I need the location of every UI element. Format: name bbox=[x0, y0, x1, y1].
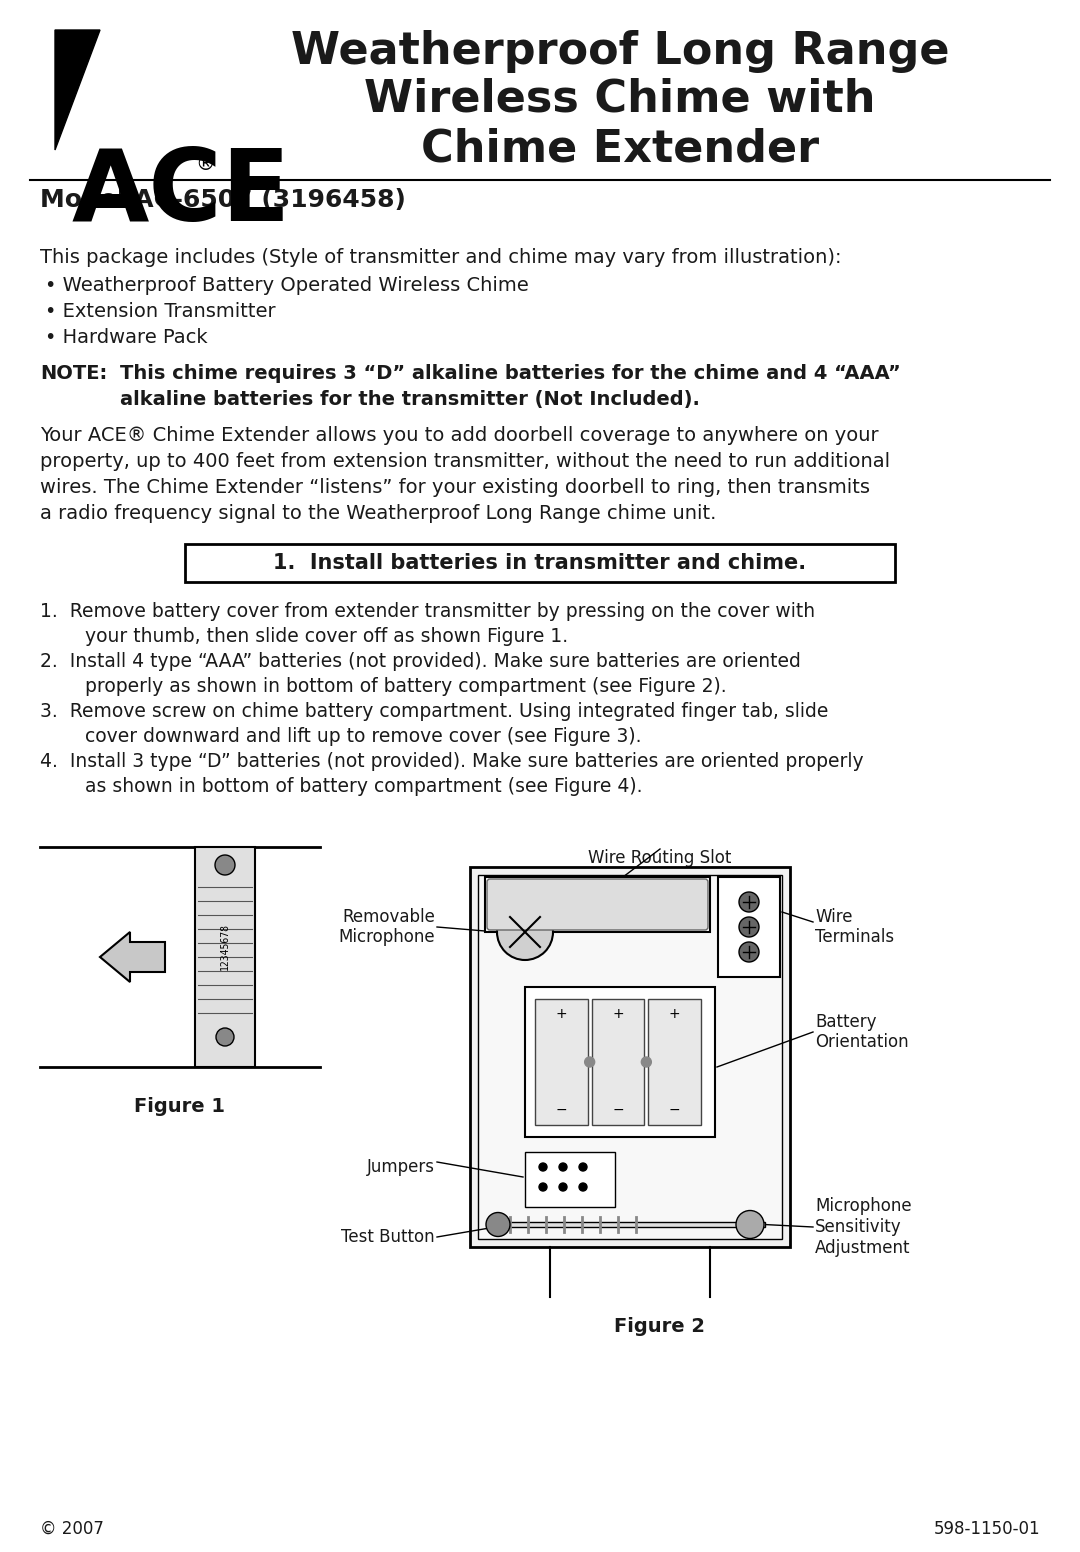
Text: −: − bbox=[669, 1103, 680, 1117]
Bar bbox=[525, 1152, 615, 1207]
Text: cover downward and lift up to remove cover (see Figure 3).: cover downward and lift up to remove cov… bbox=[55, 726, 642, 747]
Circle shape bbox=[486, 1212, 510, 1237]
Text: Wire
Terminals: Wire Terminals bbox=[815, 908, 894, 947]
Circle shape bbox=[216, 1027, 234, 1046]
Bar bbox=[478, 875, 782, 1238]
Circle shape bbox=[497, 903, 553, 961]
Text: Wire Routing Slot: Wire Routing Slot bbox=[589, 849, 731, 868]
Text: Weatherproof Long Range: Weatherproof Long Range bbox=[291, 29, 949, 73]
Circle shape bbox=[539, 1162, 546, 1172]
Text: © 2007: © 2007 bbox=[40, 1519, 104, 1538]
Circle shape bbox=[735, 1211, 764, 1238]
Text: • Extension Transmitter: • Extension Transmitter bbox=[45, 303, 275, 321]
Text: as shown in bottom of battery compartment (see Figure 4).: as shown in bottom of battery compartmen… bbox=[55, 778, 643, 796]
Text: properly as shown in bottom of battery compartment (see Figure 2).: properly as shown in bottom of battery c… bbox=[55, 677, 727, 695]
Bar bbox=[525, 987, 715, 1138]
Circle shape bbox=[579, 1183, 588, 1190]
Bar bbox=[485, 877, 710, 933]
Text: a radio frequency signal to the Weatherproof Long Range chime unit.: a radio frequency signal to the Weatherp… bbox=[40, 504, 716, 523]
Text: Test Button: Test Button bbox=[341, 1228, 435, 1246]
Text: 1.  Remove battery cover from extender transmitter by pressing on the cover with: 1. Remove battery cover from extender tr… bbox=[40, 602, 815, 621]
Text: • Weatherproof Battery Operated Wireless Chime: • Weatherproof Battery Operated Wireless… bbox=[45, 276, 529, 295]
Bar bbox=[185, 545, 895, 582]
Text: Figure 1: Figure 1 bbox=[135, 1097, 226, 1116]
Circle shape bbox=[579, 1162, 588, 1172]
Circle shape bbox=[559, 1183, 567, 1190]
Circle shape bbox=[739, 942, 759, 962]
Text: ACE: ACE bbox=[72, 144, 291, 242]
Text: 12345678: 12345678 bbox=[220, 923, 230, 970]
Text: Microphone
Sensitivity
Adjustment: Microphone Sensitivity Adjustment bbox=[815, 1197, 912, 1257]
Circle shape bbox=[642, 1057, 651, 1068]
FancyArrow shape bbox=[100, 933, 165, 982]
Text: Removable
Microphone: Removable Microphone bbox=[338, 908, 435, 947]
Circle shape bbox=[739, 917, 759, 937]
Circle shape bbox=[559, 1162, 567, 1172]
Text: 2.  Install 4 type “AAA” batteries (not provided). Make sure batteries are orien: 2. Install 4 type “AAA” batteries (not p… bbox=[40, 652, 801, 670]
Text: +: + bbox=[612, 1007, 624, 1021]
Text: −: − bbox=[555, 1103, 567, 1117]
Text: property, up to 400 feet from extension transmitter, without the need to run add: property, up to 400 feet from extension … bbox=[40, 452, 890, 470]
Circle shape bbox=[215, 855, 235, 875]
Bar bbox=[648, 999, 701, 1125]
Text: +: + bbox=[555, 1007, 567, 1021]
Bar bbox=[535, 999, 588, 1125]
Bar bbox=[195, 847, 255, 1068]
Polygon shape bbox=[55, 29, 100, 151]
Text: Chime Extender: Chime Extender bbox=[421, 127, 819, 171]
Text: alkaline batteries for the transmitter (Not Included).: alkaline batteries for the transmitter (… bbox=[120, 390, 700, 410]
Bar bbox=[718, 877, 780, 978]
Text: −: − bbox=[612, 1103, 624, 1117]
Circle shape bbox=[739, 892, 759, 913]
Text: 598-1150-01: 598-1150-01 bbox=[933, 1519, 1040, 1538]
Text: Model AC-6507 (3196458): Model AC-6507 (3196458) bbox=[40, 188, 406, 213]
Bar bbox=[592, 999, 645, 1125]
Text: Wireless Chime with: Wireless Chime with bbox=[364, 78, 876, 121]
Text: your thumb, then slide cover off as shown Figure 1.: your thumb, then slide cover off as show… bbox=[55, 627, 568, 646]
Bar bbox=[495, 1221, 765, 1228]
Text: Your ACE® Chime Extender allows you to add doorbell coverage to anywhere on your: Your ACE® Chime Extender allows you to a… bbox=[40, 425, 879, 445]
Circle shape bbox=[584, 1057, 595, 1068]
Text: wires. The Chime Extender “listens” for your existing doorbell to ring, then tra: wires. The Chime Extender “listens” for … bbox=[40, 478, 870, 497]
Text: +: + bbox=[669, 1007, 680, 1021]
Text: • Hardware Pack: • Hardware Pack bbox=[45, 327, 207, 348]
Text: This chime requires 3 “D” alkaline batteries for the chime and 4 “AAA”: This chime requires 3 “D” alkaline batte… bbox=[120, 365, 901, 383]
Text: 1.  Install batteries in transmitter and chime.: 1. Install batteries in transmitter and … bbox=[273, 553, 807, 573]
Text: 4.  Install 3 type “D” batteries (not provided). Make sure batteries are oriente: 4. Install 3 type “D” batteries (not pro… bbox=[40, 753, 864, 771]
Text: Jumpers: Jumpers bbox=[367, 1158, 435, 1176]
Circle shape bbox=[539, 1183, 546, 1190]
FancyBboxPatch shape bbox=[487, 878, 708, 930]
Text: Battery
Orientation: Battery Orientation bbox=[815, 1012, 908, 1051]
Text: This package includes (Style of transmitter and chime may vary from illustration: This package includes (Style of transmit… bbox=[40, 248, 841, 267]
Bar bbox=[470, 868, 789, 1246]
Text: 3.  Remove screw on chime battery compartment. Using integrated finger tab, slid: 3. Remove screw on chime battery compart… bbox=[40, 702, 828, 722]
Text: Figure 2: Figure 2 bbox=[615, 1318, 705, 1336]
Text: NOTE:: NOTE: bbox=[40, 365, 107, 383]
Text: ®: ® bbox=[195, 155, 215, 174]
